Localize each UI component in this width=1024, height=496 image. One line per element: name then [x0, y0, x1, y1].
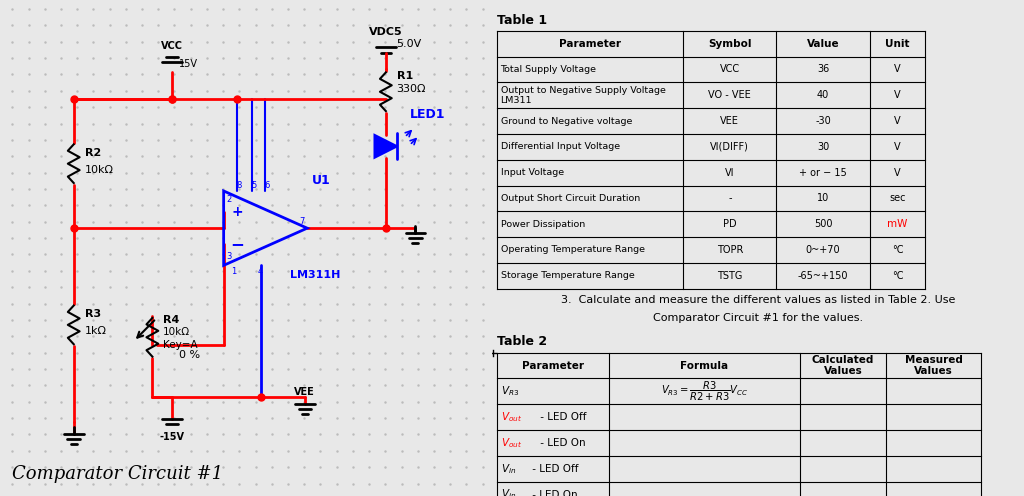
- Text: VCC: VCC: [720, 64, 740, 74]
- Text: R1: R1: [396, 71, 413, 81]
- Text: Comparator Circuit #1 for the values.: Comparator Circuit #1 for the values.: [652, 313, 863, 323]
- Text: 2: 2: [226, 195, 231, 204]
- Text: -30: -30: [815, 116, 830, 126]
- Text: Ground to Negative voltage: Ground to Negative voltage: [501, 117, 632, 125]
- Text: 0~+70: 0~+70: [806, 245, 841, 255]
- Text: Operating Temperature Range: Operating Temperature Range: [501, 246, 644, 254]
- Text: LED1: LED1: [410, 108, 445, 121]
- Text: TSTG: TSTG: [717, 271, 742, 281]
- Text: 40: 40: [817, 90, 829, 100]
- Text: V: V: [894, 142, 901, 152]
- Text: VI(DIFF): VI(DIFF): [711, 142, 750, 152]
- Text: Differential Input Voltage: Differential Input Voltage: [501, 142, 620, 151]
- Text: Input Voltage: Input Voltage: [501, 168, 563, 177]
- Text: -65~+150: -65~+150: [798, 271, 848, 281]
- Text: Parameter: Parameter: [522, 361, 584, 371]
- Text: 3.  Calculate and measure the different values as listed in Table 2. Use: 3. Calculate and measure the different v…: [560, 295, 955, 305]
- Text: V: V: [894, 168, 901, 178]
- Text: R3: R3: [85, 310, 100, 319]
- Text: $V_{out}$: $V_{out}$: [501, 410, 522, 424]
- Text: Storage Temperature Range: Storage Temperature Range: [501, 271, 634, 280]
- Text: Measured
Values: Measured Values: [904, 355, 963, 376]
- Text: $V_{R3}$: $V_{R3}$: [501, 384, 519, 398]
- Text: mW: mW: [888, 219, 907, 229]
- Text: VO - VEE: VO - VEE: [709, 90, 752, 100]
- Text: VDC5: VDC5: [369, 27, 402, 37]
- Text: Table 2: Table 2: [497, 335, 547, 348]
- Text: R2: R2: [85, 148, 100, 158]
- Text: VEE: VEE: [294, 387, 315, 397]
- Text: Unit: Unit: [886, 39, 909, 49]
- Text: Table 1: Table 1: [497, 14, 547, 27]
- Text: V: V: [894, 90, 901, 100]
- Text: 3: 3: [226, 252, 232, 261]
- Text: 15V: 15V: [179, 60, 199, 69]
- Text: - LED On: - LED On: [528, 490, 578, 496]
- Text: 1: 1: [230, 267, 237, 276]
- Text: - LED Off: - LED Off: [528, 464, 579, 474]
- Text: 1kΩ: 1kΩ: [85, 326, 106, 336]
- Text: VCC: VCC: [161, 41, 183, 51]
- Text: 6: 6: [264, 182, 269, 190]
- Text: 0 %: 0 %: [179, 350, 201, 360]
- Text: 4: 4: [258, 267, 263, 276]
- Text: Output Short Circuit Duration: Output Short Circuit Duration: [501, 194, 640, 203]
- Text: TOPR: TOPR: [717, 245, 743, 255]
- Text: - LED On: - LED On: [538, 438, 586, 448]
- Text: 7: 7: [299, 217, 305, 226]
- Text: 5: 5: [252, 182, 257, 190]
- Text: Symbol: Symbol: [708, 39, 752, 49]
- Text: Power Dissipation: Power Dissipation: [501, 220, 585, 229]
- Text: 5.0V: 5.0V: [396, 39, 422, 49]
- Text: Value: Value: [807, 39, 840, 49]
- Text: 30: 30: [817, 142, 829, 152]
- Text: Parameter: Parameter: [559, 39, 621, 49]
- Text: 500: 500: [814, 219, 833, 229]
- Text: VI: VI: [725, 168, 734, 178]
- Text: -: -: [728, 193, 731, 203]
- Text: +: +: [231, 205, 244, 219]
- Text: VEE: VEE: [720, 116, 739, 126]
- Text: LM311H: LM311H: [290, 270, 340, 280]
- Text: Comparator Circuit #1: Comparator Circuit #1: [12, 465, 223, 483]
- Polygon shape: [375, 135, 397, 158]
- Text: 10kΩ: 10kΩ: [163, 327, 190, 337]
- Text: Output to Negative Supply Voltage
LM311: Output to Negative Supply Voltage LM311: [501, 85, 666, 105]
- Text: 10: 10: [817, 193, 829, 203]
- Text: $V_{R3} = \dfrac{R3}{R2+R3}V_{CC}$: $V_{R3} = \dfrac{R3}{R2+R3}V_{CC}$: [660, 380, 749, 403]
- Text: Calculated
Values: Calculated Values: [812, 355, 874, 376]
- Text: + or − 15: + or − 15: [799, 168, 847, 178]
- Text: $V_{in}$: $V_{in}$: [501, 488, 516, 496]
- Text: - LED Off: - LED Off: [538, 412, 587, 422]
- Text: °C: °C: [892, 245, 903, 255]
- Text: U1: U1: [312, 174, 331, 186]
- Text: R4: R4: [163, 315, 179, 325]
- Text: 10kΩ: 10kΩ: [85, 165, 114, 175]
- Text: 330Ω: 330Ω: [396, 84, 426, 94]
- Text: °C: °C: [892, 271, 903, 281]
- Text: −: −: [230, 235, 245, 253]
- Text: V: V: [894, 64, 901, 74]
- Text: Total Supply Voltage: Total Supply Voltage: [501, 65, 597, 74]
- Text: $V_{in}$: $V_{in}$: [501, 462, 516, 476]
- Text: -15V: -15V: [160, 432, 184, 441]
- Text: $V_{out}$: $V_{out}$: [501, 436, 522, 450]
- Text: PD: PD: [723, 219, 736, 229]
- Text: 36: 36: [817, 64, 829, 74]
- Text: Formula: Formula: [681, 361, 728, 371]
- Text: Key=A: Key=A: [163, 340, 198, 350]
- Text: sec: sec: [889, 193, 906, 203]
- Text: V: V: [894, 116, 901, 126]
- Text: 8: 8: [237, 182, 242, 190]
